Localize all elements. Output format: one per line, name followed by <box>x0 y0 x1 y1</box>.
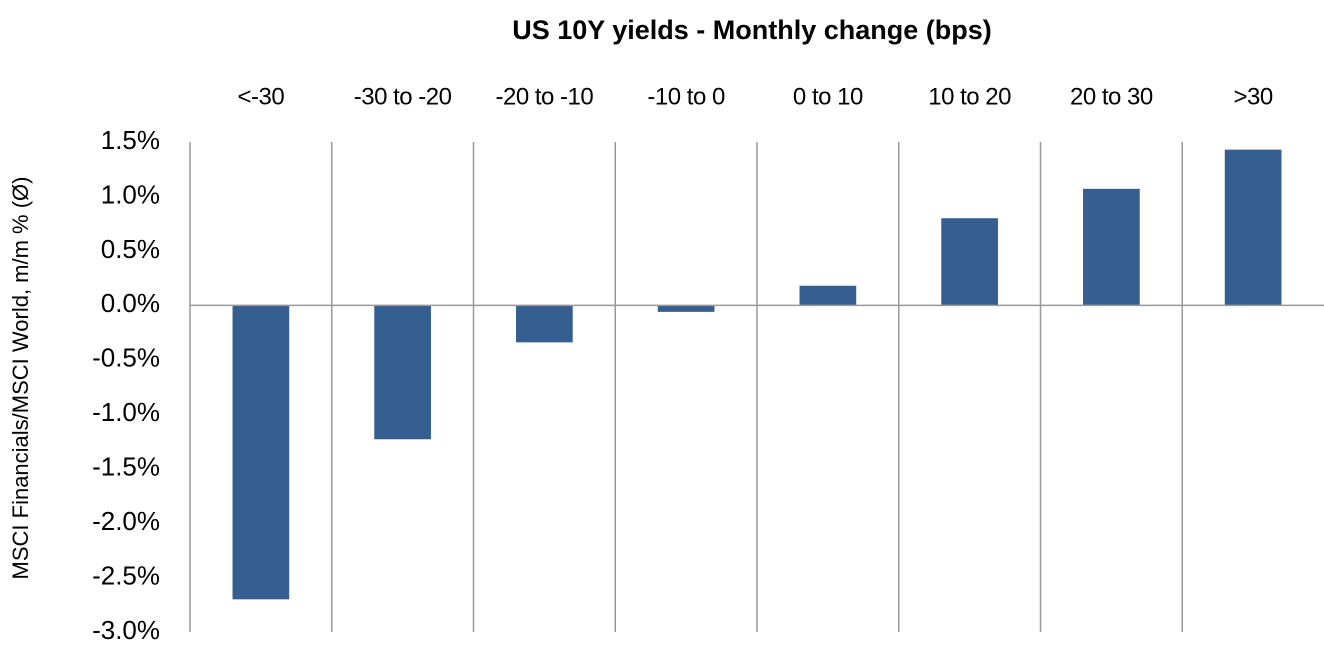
y-tick-label: 1.5% <box>101 125 160 155</box>
y-tick-label: -1.0% <box>92 397 160 427</box>
y-tick-label: 1.0% <box>101 179 160 209</box>
bar <box>657 305 715 312</box>
chart-title: US 10Y yields - Monthly change (bps) <box>512 15 992 45</box>
y-axis-label: MSCI Financials/MSCI World, m/m % (Ø) <box>8 177 33 580</box>
x-tick-label: -20 to -10 <box>496 83 594 110</box>
y-tick-label: 0.5% <box>101 234 160 264</box>
x-tick-label: -30 to -20 <box>354 83 452 110</box>
x-tick-label: 0 to 10 <box>793 83 863 110</box>
bar <box>516 305 573 343</box>
y-tick-label: -3.0% <box>92 615 160 645</box>
y-tick-label: -2.5% <box>92 560 160 590</box>
bar <box>1224 149 1282 306</box>
bar <box>232 305 290 600</box>
bar <box>1083 188 1140 306</box>
y-tick-label: -2.0% <box>92 506 160 536</box>
y-tick-label: -1.5% <box>92 452 160 482</box>
x-tick-label: >30 <box>1234 83 1273 110</box>
x-tick-label: <-30 <box>238 83 285 110</box>
bar <box>941 218 998 306</box>
y-tick-label: 0.0% <box>101 288 160 318</box>
x-tick-label: 20 to 30 <box>1070 83 1153 110</box>
x-tick-label: -10 to 0 <box>647 83 725 110</box>
bar <box>799 285 857 306</box>
y-tick-label: -0.5% <box>92 343 160 373</box>
x-tick-label: 10 to 20 <box>928 83 1011 110</box>
bar <box>374 305 431 440</box>
